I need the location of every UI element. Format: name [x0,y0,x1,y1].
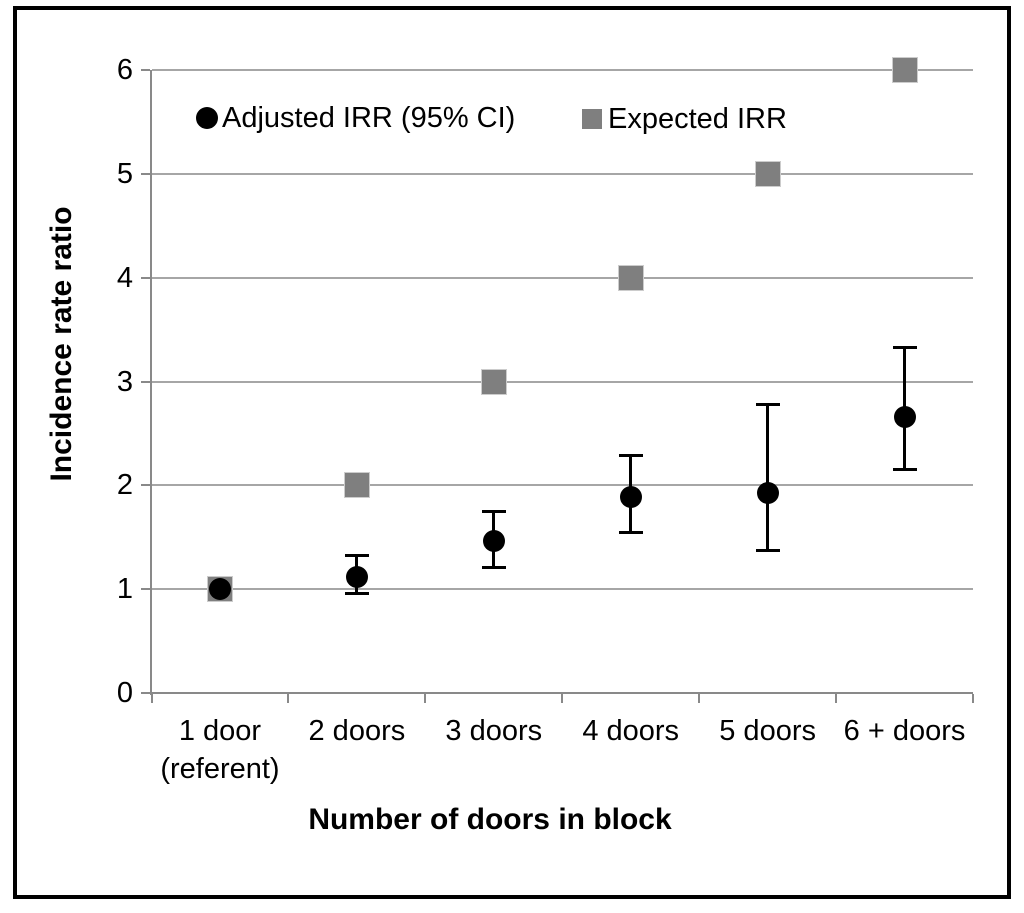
y-tick-label: 5 [116,157,133,190]
y-axis-tick [141,692,150,694]
x-category-label: 6 + doors [843,715,966,747]
error-bar-cap-bottom [481,565,506,569]
y-axis-tick [141,588,150,591]
adjusted-irr-point [482,530,505,553]
x-axis-title: Number of doors in block [308,803,672,836]
y-tick-label: 2 [116,469,133,502]
adjusted-irr-point [619,485,642,508]
legend-label-adjusted-irr: Adjusted IRR (95% CI) [222,101,516,134]
x-axis-tick [150,694,153,703]
expected-irr-point [343,472,370,499]
error-bar-cap-top [755,402,780,406]
x-category-label: 2 doors [308,715,406,747]
y-axis-tick [141,172,150,175]
error-bar [766,404,770,551]
adjusted-irr-point [756,481,779,504]
adjusted-irr-point [893,405,916,428]
x-axis-tick [972,694,974,703]
gridline [151,588,973,591]
y-tick-label: 0 [116,677,133,709]
y-tick-label: 3 [116,365,133,398]
error-bar-cap-top [892,345,917,349]
y-tick-label: 1 [116,573,133,606]
y-axis-tick [141,484,150,487]
legend-item-adjusted-irr: Adjusted IRR (95% CI) [196,101,516,134]
adjusted-irr-point [208,578,231,601]
gridline [151,484,973,487]
error-bar-cap-bottom [755,549,780,553]
adjusted-irr-point [345,565,368,588]
expected-irr-point [891,57,918,83]
gridline [151,69,973,71]
y-axis-tick [141,380,150,383]
expected-irr-point [617,264,644,291]
error-bar-cap-top [481,509,506,513]
figure-border [13,6,1011,899]
error-bar-cap-bottom [344,591,369,595]
legend-item-expected-irr: Expected IRR [582,102,787,135]
error-bar-cap-bottom [618,530,643,534]
y-axis-tick [141,276,150,279]
expected-irr-point [480,368,507,395]
x-category-label: 1 door (referent) [160,715,280,785]
gridline [151,172,973,175]
x-axis-tick [698,694,701,703]
x-category-label: 4 doors [582,715,680,747]
square-marker-icon [582,109,602,129]
y-tick-label: 6 [116,54,133,86]
error-bar-cap-top [618,453,643,457]
x-category-label: 5 doors [719,715,816,747]
x-category-label: 3 doors [445,715,543,747]
x-axis-tick [561,694,564,703]
expected-irr-point [754,160,781,187]
x-axis-line [151,692,973,694]
legend-label-expected-irr: Expected IRR [608,102,787,135]
gridline [151,276,973,279]
y-axis-line [150,70,152,695]
x-axis-tick [835,694,838,703]
y-axis-tick [141,69,150,71]
gridline [151,380,973,383]
y-tick-label: 4 [116,261,133,294]
error-bar-cap-top [344,554,369,558]
error-bar-cap-bottom [892,468,917,472]
x-axis-tick [287,694,290,703]
y-axis-title: Incidence rate ratio [45,206,78,482]
x-axis-tick [424,694,427,703]
circle-marker-icon [196,107,218,129]
